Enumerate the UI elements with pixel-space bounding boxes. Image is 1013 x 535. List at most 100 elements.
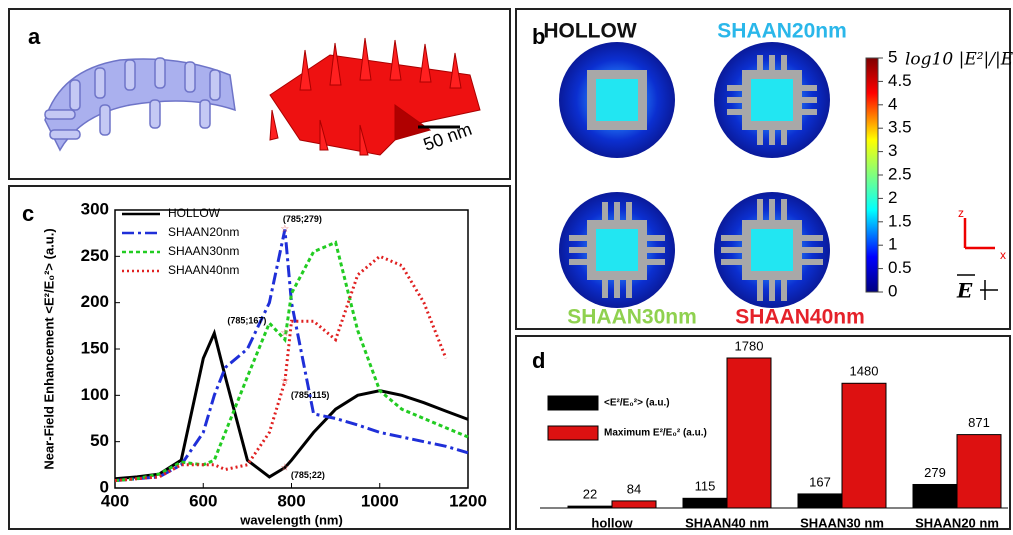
spike (800, 247, 823, 253)
series-line (115, 256, 446, 480)
spike (721, 259, 744, 265)
value-label: 84 (627, 481, 641, 496)
colorbar-tick-label: 0.5 (888, 258, 912, 277)
spike (727, 97, 744, 103)
spike (800, 259, 823, 265)
spike (727, 109, 744, 115)
y-tick-label: 0 (100, 477, 109, 496)
spike (757, 128, 763, 145)
annotation-marker: ☆ (280, 328, 289, 339)
spike (645, 247, 665, 253)
colorbar-tick-label: 3.5 (888, 118, 912, 137)
core (596, 79, 638, 121)
colorbar-tick-label: 5 (888, 47, 897, 66)
y-tick-label: 300 (81, 199, 109, 218)
colorbar-tick-label: 2.5 (888, 164, 912, 183)
x-tick-label: 800 (277, 491, 305, 510)
value-label: 871 (968, 415, 990, 430)
bar (683, 498, 727, 508)
map-label: SHAAN30nm (567, 306, 697, 329)
bar (842, 383, 886, 508)
panel-label: d (532, 348, 545, 373)
spike (569, 259, 589, 265)
spike (757, 278, 763, 301)
category-label: SHAAN20 nm (915, 515, 999, 530)
axes-icon (965, 218, 995, 248)
spike (721, 235, 744, 241)
spike (727, 85, 744, 91)
y-tick-label: 250 (81, 246, 109, 265)
core (596, 229, 638, 271)
y-axis-label: Near-Field Enhancement <E²/E₀²> (a.u.) (41, 228, 56, 469)
map-label: HOLLOW (543, 20, 636, 43)
y-tick-label: 100 (81, 385, 109, 404)
colorbar-tick-label: 0 (888, 281, 897, 300)
spike (800, 235, 823, 241)
x-axis-label: wavelength (nm) (239, 512, 343, 527)
legend-swatch (548, 426, 598, 440)
spike (602, 202, 608, 222)
category-label: SHAAN30 nm (800, 515, 884, 530)
field-maps (559, 42, 830, 308)
bar (612, 501, 656, 508)
spike (769, 55, 775, 72)
x-tick-label: 600 (189, 491, 217, 510)
spike (769, 128, 775, 145)
spike (781, 128, 787, 145)
spike (757, 199, 763, 222)
category-label: SHAAN40 nm (685, 515, 769, 530)
map-label: SHAAN40nm (735, 306, 865, 329)
annotation-marker: ☆ (280, 462, 289, 473)
annotation: (785;115) (291, 390, 330, 400)
category-label: hollow (591, 515, 633, 530)
spike (626, 278, 632, 298)
spike (569, 235, 589, 241)
legend-label: <E²/E₀²> (a.u.) (604, 398, 670, 409)
bar (957, 435, 1001, 508)
x-tick-label: 1200 (449, 491, 487, 510)
series-line (115, 333, 468, 479)
legend-label: SHAAN40nm (168, 263, 239, 277)
colorbar-tick-label: 4.5 (888, 71, 912, 90)
core (751, 79, 793, 121)
colorbar-tick-label: 1 (888, 235, 897, 254)
y-tick-label: 150 (81, 338, 109, 357)
annotation-marker: ☆ (280, 224, 289, 235)
spike (645, 259, 665, 265)
spike (769, 199, 775, 222)
core (751, 229, 793, 271)
spike (645, 235, 665, 241)
spike (721, 247, 744, 253)
panel-label: c (22, 201, 34, 226)
spike (569, 247, 589, 253)
colorbar-tick-label: 2 (888, 188, 897, 207)
value-label: 1480 (850, 364, 879, 379)
colorbar-tick-label: 1.5 (888, 211, 912, 230)
value-label: 167 (809, 474, 831, 489)
colorbar-tick-label: 3 (888, 141, 897, 160)
spike (614, 202, 620, 222)
spike (800, 109, 817, 115)
e-field-label: E (956, 279, 973, 303)
map-label: SHAAN20nm (717, 20, 847, 43)
spike (781, 278, 787, 301)
bar (727, 358, 771, 508)
axis-label: x (1000, 248, 1006, 262)
y-tick-label: 200 (81, 292, 109, 311)
value-label: 279 (924, 465, 946, 480)
bar-chart: hollowSHAAN40 nmSHAAN30 nmSHAAN20 nm2211… (540, 338, 1008, 530)
colorbar-tick-label: 4 (888, 94, 897, 113)
series-line (115, 242, 468, 480)
spike (757, 55, 763, 72)
annotation-marker: ☆ (280, 376, 289, 387)
spike (626, 202, 632, 222)
spike (769, 278, 775, 301)
axis-label: z (958, 206, 964, 220)
page: a b c d 50 nm HOLLOW SHAAN20nm SHAAN30nm… (0, 0, 1013, 535)
bar (913, 484, 957, 508)
annotation: (785;22) (291, 470, 325, 480)
legend-label: SHAAN30nm (168, 244, 239, 258)
value-label: 1780 (735, 338, 764, 353)
spike (781, 199, 787, 222)
